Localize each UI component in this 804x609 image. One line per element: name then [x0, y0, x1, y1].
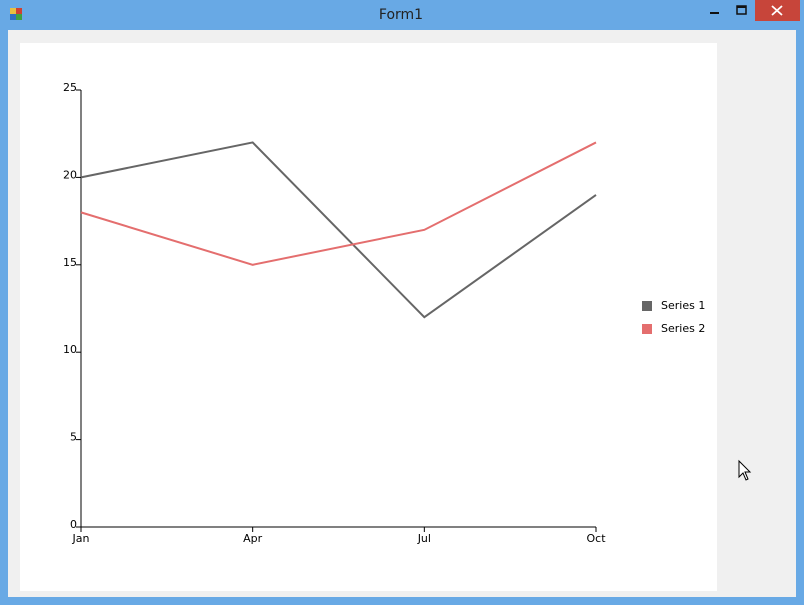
- y-tick-label: 0: [70, 518, 77, 531]
- legend-label: Series 2: [661, 322, 705, 335]
- y-tick-label: 15: [63, 256, 77, 269]
- series-line: [80, 141, 597, 266]
- close-button[interactable]: [755, 0, 800, 21]
- series-line: [80, 141, 597, 319]
- y-tick-label: 20: [63, 168, 77, 181]
- legend-label: Series 1: [661, 299, 705, 312]
- legend-swatch: [642, 301, 652, 311]
- minimize-button[interactable]: [700, 0, 728, 22]
- chart-panel: [20, 43, 717, 591]
- window-title: Form1: [379, 7, 423, 23]
- x-tick-label: Apr: [243, 532, 263, 545]
- mouse-cursor: [738, 459, 752, 481]
- app-icon: [10, 8, 22, 20]
- legend-swatch: [642, 324, 652, 334]
- chart: 0 5 10 15 20 25 Jan Apr Jul Oct Series 1 Series 2: [63, 81, 705, 545]
- x-tick-label: Oct: [586, 532, 606, 545]
- y-tick-label: 25: [63, 81, 77, 94]
- x-tick-label: Jan: [72, 532, 90, 545]
- maximize-button[interactable]: [728, 0, 755, 22]
- y-tick-label: 10: [63, 343, 77, 356]
- x-tick-label: Jul: [417, 532, 431, 545]
- y-tick-label: 5: [70, 431, 77, 444]
